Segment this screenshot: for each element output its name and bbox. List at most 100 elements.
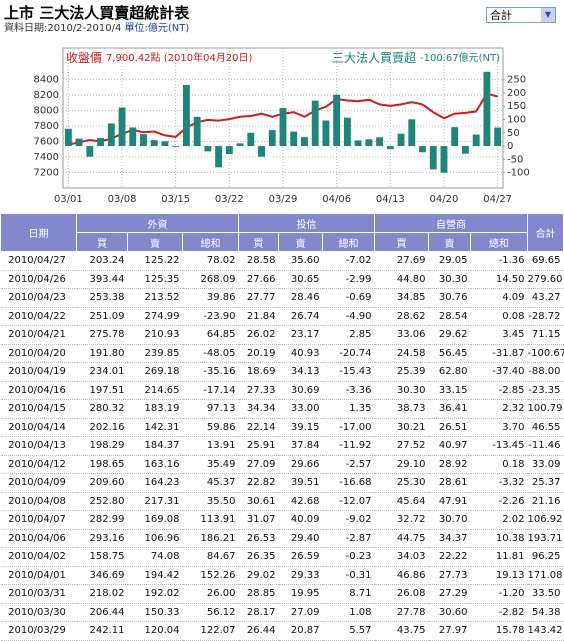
table-row: 2010/04/20 191.80 239.85 -48.05 20.19 40.93 -2… (0, 344, 564, 363)
bar (140, 134, 147, 147)
date-cell: 2010/03/29 (0, 621, 77, 641)
x-tick-label: 04/27 (483, 194, 512, 205)
value-cell: 106.96 (127, 529, 183, 548)
table-row: 2010/04/06 293.16 106.96 186.21 26.53 29.40 -2… (0, 529, 564, 548)
header-cell: 賣 (127, 232, 183, 252)
value-cell: 152.26 (182, 566, 239, 585)
value-cell: 26.44 (238, 621, 279, 641)
value-cell: 27.77 (238, 288, 279, 308)
value-cell: -2.85 (470, 381, 528, 400)
header-cell: 總和 (182, 232, 239, 252)
value-cell: -31.87 (470, 344, 528, 363)
date-cell: 2010/04/21 (0, 325, 77, 345)
value-cell: 30.76 (428, 288, 471, 308)
value-cell: 28.92 (428, 455, 471, 474)
date-cell: 2010/04/26 (0, 270, 77, 289)
value-cell: 18.69 (238, 362, 279, 382)
value-cell: 214.65 (127, 381, 183, 400)
header-row: 買賣總和買賣總和買賣總和 (1, 232, 564, 252)
value-cell: -28.72 (527, 307, 564, 326)
y2-tick-label: 250 (507, 75, 526, 86)
value-cell: 27.69 (374, 251, 429, 271)
value-cell: 33.09 (527, 455, 564, 474)
date-cell: 2010/04/13 (0, 436, 77, 456)
value-cell: 24.58 (374, 344, 429, 363)
value-cell: 25.30 (374, 473, 429, 493)
value-cell: 40.97 (428, 436, 471, 456)
header-cell: 買 (374, 232, 429, 252)
value-cell: -37.40 (470, 362, 528, 382)
header-cell: 總和 (469, 232, 529, 252)
date-cell: 2010/04/20 (0, 344, 77, 363)
legend-note: -100.67億元(NT) (420, 51, 500, 64)
value-cell: 56.12 (182, 603, 239, 622)
table-row: 2010/04/27 203.24 125.22 78.02 28.58 35.60 -7.… (0, 251, 564, 271)
date-range: 資料日期:2010/2-2010/4 (4, 23, 122, 34)
y-tick-label: 8000 (34, 106, 59, 117)
value-cell: 253.38 (76, 288, 128, 308)
value-cell: 21.84 (238, 307, 279, 326)
value-cell: 45.64 (374, 492, 429, 511)
value-cell: 38.73 (374, 399, 429, 419)
table-row: 2010/04/15 280.32 183.19 97.13 34.34 33.00 1.3… (0, 399, 564, 419)
date-cell: 2010/04/16 (0, 381, 77, 400)
bar (75, 138, 83, 147)
value-cell: 1.35 (322, 399, 375, 419)
header-cell: 買 (76, 232, 128, 252)
value-cell: 2.02 (470, 510, 528, 530)
header-cell: 賣 (428, 232, 471, 252)
value-cell: 125.35 (127, 270, 183, 289)
value-cell: 346.69 (76, 566, 128, 585)
dropdown-arrow[interactable]: ▼ (541, 8, 555, 22)
y-tick-label: 7200 (34, 168, 59, 179)
y2-tick-label: -100 (507, 168, 530, 179)
value-cell: 197.51 (76, 381, 128, 400)
value-cell: 293.16 (76, 529, 128, 548)
value-cell: 54.38 (527, 603, 564, 622)
bar (268, 130, 276, 147)
value-cell: 30.21 (374, 418, 429, 437)
x-tick-label: 04/13 (376, 194, 405, 205)
table-row: 2010/04/08 252.80 217.31 35.50 30.61 42.68 -12… (0, 492, 564, 511)
table-row: 2010/04/07 282.99 169.08 113.91 31.07 40.09 -9… (0, 510, 564, 530)
value-cell: 206.44 (76, 603, 128, 622)
header-cell: 合計 (527, 213, 564, 252)
value-cell: 32.72 (374, 510, 429, 530)
value-cell: 198.29 (76, 436, 128, 456)
value-cell: -1.36 (470, 251, 528, 271)
value-cell: 203.24 (76, 251, 128, 271)
value-cell: 39.51 (278, 473, 323, 493)
value-cell: 33.15 (428, 381, 471, 400)
table-body: 2010/04/27 203.24 125.22 78.02 28.58 35.60 -7.… (0, 251, 564, 641)
value-cell: -7.02 (322, 251, 375, 271)
value-cell: 56.45 (428, 344, 471, 363)
value-cell: 28.62 (374, 307, 429, 326)
value-cell: -2.87 (322, 529, 375, 548)
value-cell: 15.78 (470, 621, 528, 641)
value-cell: 29.33 (278, 566, 323, 585)
value-cell: 150.33 (127, 603, 183, 622)
value-cell: -35.16 (182, 362, 239, 382)
dropdown[interactable]: 合計 ▼ (486, 7, 556, 23)
value-cell: 34.85 (374, 288, 429, 308)
table-row: 2010/04/09 209.60 164.23 45.37 22.82 39.51 -16… (0, 473, 564, 493)
table-row: 2010/03/31 218.02 192.02 26.00 28.85 19.95 8.7… (0, 584, 564, 604)
bar (172, 146, 180, 147)
value-cell: 252.80 (76, 492, 128, 511)
value-cell: 8.71 (322, 584, 375, 604)
value-cell: 84.67 (182, 547, 239, 567)
table-row: 2010/04/13 198.29 184.37 13.91 25.91 37.84 -11… (0, 436, 564, 456)
value-cell: 33.50 (527, 584, 564, 604)
value-cell: 29.02 (238, 566, 279, 585)
value-cell: -11.92 (322, 436, 375, 456)
y2-tick-label: -50 (507, 154, 523, 165)
value-cell: 269.18 (127, 362, 183, 382)
y2-tick-label: 200 (507, 88, 526, 99)
value-cell: 192.02 (127, 584, 183, 604)
value-cell: 59.86 (182, 418, 239, 437)
bar (182, 84, 190, 147)
value-cell: 27.29 (428, 584, 471, 604)
bar (290, 131, 298, 147)
date-cell: 2010/04/08 (0, 492, 77, 511)
value-cell: 27.73 (428, 566, 471, 585)
